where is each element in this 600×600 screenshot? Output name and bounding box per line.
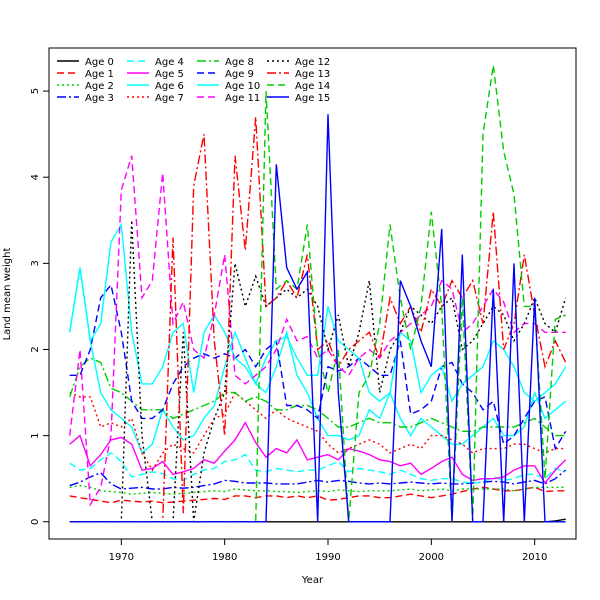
legend-label: Age 9 (225, 69, 254, 80)
x-tick-label: 1990 (315, 552, 340, 563)
y-axis: 0 1 2 3 4 5 (30, 88, 49, 525)
x-axis: 1970 1980 1990 2000 2010 (109, 539, 547, 563)
legend-label: Age 12 (295, 57, 330, 68)
series-line-age-4 (69, 452, 566, 484)
y-tick-label: 5 (30, 88, 41, 94)
y-tick-label: 4 (30, 174, 41, 180)
series-line-age-8 (69, 357, 566, 437)
legend-label: Age 2 (85, 81, 114, 92)
series-line-age-9 (69, 283, 567, 451)
legend-label: Age 1 (85, 69, 114, 80)
y-tick-label: 2 (30, 346, 41, 352)
legend-label: Age 15 (295, 93, 330, 104)
series-line-age-11 (69, 155, 566, 507)
legend-label: Age 13 (295, 69, 330, 80)
series-line-age-13 (69, 116, 567, 523)
x-tick-label: 1970 (109, 552, 134, 563)
series-line-age-15 (69, 114, 566, 523)
series-line-age-10 (69, 222, 567, 403)
legend-label: Age 3 (85, 93, 114, 104)
legend-label: Age 4 (155, 57, 184, 68)
legend-label: Age 0 (85, 57, 114, 68)
y-tick-label: 3 (30, 260, 41, 266)
legend-label: Age 7 (155, 93, 184, 104)
y-axis-title: Land mean weight (2, 248, 13, 341)
series-line-age-2 (69, 484, 566, 495)
x-tick-label: 2010 (522, 552, 547, 563)
series-line-age-3 (69, 469, 567, 490)
x-tick-label: 1980 (212, 552, 237, 563)
legend-label: Age 6 (155, 81, 184, 92)
plot-area (48, 47, 577, 540)
x-axis-title: Year (301, 575, 324, 586)
legend-label: Age 11 (225, 93, 260, 104)
x-tick-label: 2000 (419, 552, 444, 563)
series-line-age-7 (69, 391, 566, 472)
series-line-age-5 (69, 421, 567, 485)
legend-label: Age 14 (295, 81, 330, 92)
legend-label: Age 5 (155, 69, 184, 80)
y-tick-label: 0 (30, 519, 41, 525)
series-lines (69, 65, 567, 523)
legend-label: Age 8 (225, 57, 254, 68)
y-tick-label: 1 (30, 432, 41, 438)
plot-frame (48, 47, 577, 540)
legend-label: Age 10 (225, 81, 260, 92)
series-line-age-1 (69, 486, 566, 504)
